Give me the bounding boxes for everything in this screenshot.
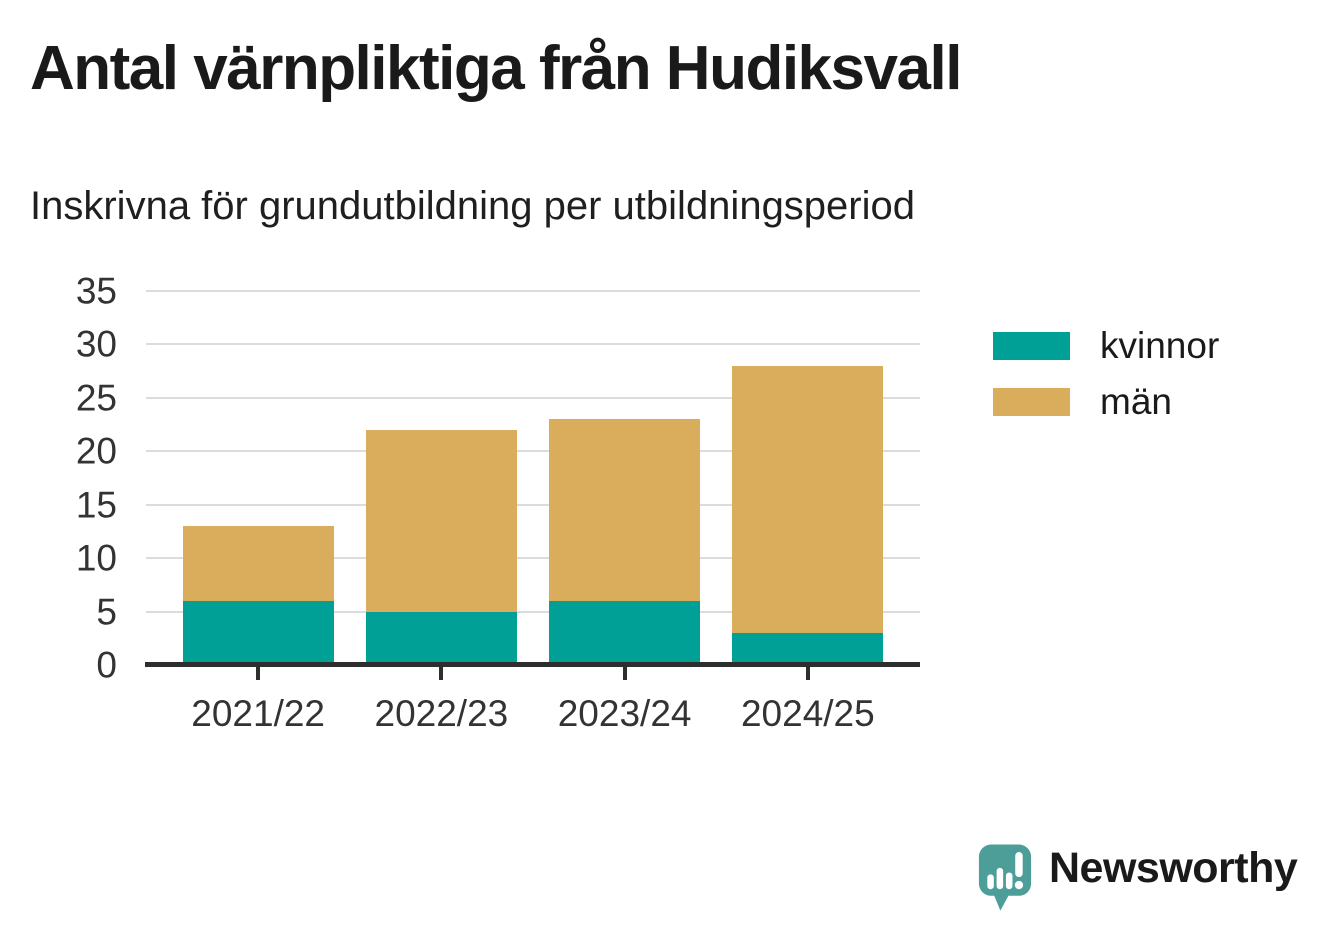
bar-segment-män: [182, 526, 334, 601]
y-axis-label: 35: [75, 270, 117, 312]
bar-segment-kvinnor: [732, 632, 884, 665]
gridline: [146, 610, 920, 613]
chart-subtitle: Inskrivna för grundutbildning per utbild…: [30, 184, 915, 228]
x-tick: [256, 667, 261, 680]
y-axis-label: 20: [75, 430, 117, 472]
bar-segment-kvinnor: [182, 600, 334, 665]
x-axis-label: 2022/23: [374, 693, 509, 734]
chart-title: Antal värnpliktiga från Hudiksvall: [30, 34, 962, 103]
newsworthy-logo-icon: [978, 844, 1032, 911]
gridline: [146, 557, 920, 560]
legend-item: män: [993, 381, 1219, 423]
legend-swatch-män: [993, 388, 1070, 416]
legend-label: män: [1100, 381, 1172, 422]
x-tick: [805, 667, 810, 680]
newsworthy-logo-text: Newsworthy: [1049, 844, 1298, 892]
bar-segment-kvinnor: [549, 600, 701, 665]
x-axis-label: 2024/25: [740, 693, 875, 734]
plot-area: 0 5 10 15 20 25 30 35 2021/22 2022/23 2023/24 2024/…: [76, 273, 920, 734]
gridline: [146, 396, 920, 399]
bar-segment-män: [365, 429, 517, 612]
y-axis-label: 0: [96, 644, 117, 686]
gridline: [146, 343, 920, 346]
gridline: [146, 290, 920, 292]
y-axis-label: 15: [75, 484, 117, 526]
y-axis-label: 10: [75, 537, 117, 579]
newsworthy-logo: Newsworthy: [978, 842, 1298, 916]
bar-segment-män: [732, 365, 884, 633]
y-axis-label: 25: [75, 377, 117, 419]
bar-segment-män: [549, 419, 701, 601]
y-axis-label: 30: [75, 323, 117, 365]
gridline: [146, 503, 920, 506]
y-axis-label: 5: [96, 591, 117, 633]
x-tick: [439, 667, 444, 680]
bar-segment-kvinnor: [365, 611, 517, 665]
x-axis-label: 2023/24: [557, 693, 692, 734]
x-axis-baseline: [145, 662, 920, 667]
legend: kvinnor män: [993, 325, 1219, 437]
legend-swatch-kvinnor: [993, 332, 1070, 360]
legend-label: kvinnor: [1100, 325, 1220, 366]
x-axis-label: 2021/22: [191, 693, 326, 734]
legend-item: kvinnor: [993, 325, 1219, 367]
gridline: [146, 450, 920, 453]
x-tick: [622, 667, 627, 680]
